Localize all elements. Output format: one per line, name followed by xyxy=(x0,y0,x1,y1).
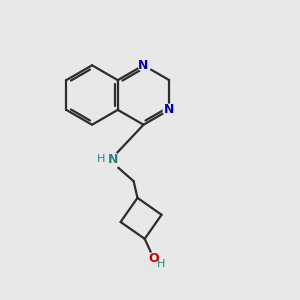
Text: H: H xyxy=(157,259,165,269)
Text: O: O xyxy=(148,252,159,265)
Text: N: N xyxy=(108,153,118,166)
Text: N: N xyxy=(138,59,149,72)
Text: H: H xyxy=(98,154,106,164)
Text: N: N xyxy=(164,103,174,116)
